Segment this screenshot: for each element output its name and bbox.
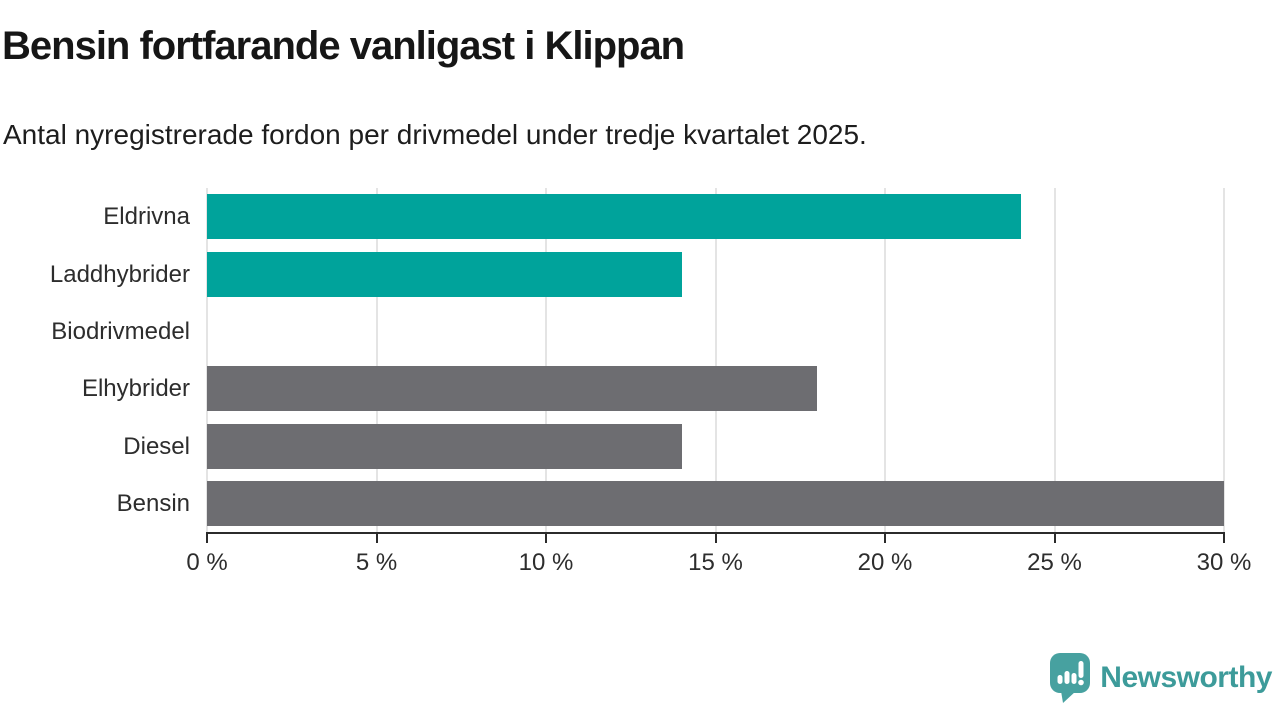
bar-diesel — [207, 423, 682, 469]
newsworthy-logo-text: Newsworthy — [1100, 661, 1272, 694]
x-axis-tick-10 — [545, 534, 547, 543]
bar-elhybrider — [207, 366, 818, 412]
bar-laddhybrider — [207, 251, 682, 297]
chart-subtitle: Antal nyregistrerade fordon per drivmede… — [3, 119, 867, 150]
category-label-biodrivmedel: Biodrivmedel — [51, 317, 190, 345]
bar-bensin — [207, 480, 1224, 526]
x-axis-tick-label-20: 20 % — [857, 549, 913, 576]
x-axis-tick-label-15: 15 % — [688, 549, 743, 576]
gridline-30-percent — [1223, 188, 1225, 532]
chart-title: Bensin fortfarande vanligast i Klippan — [2, 24, 685, 68]
x-axis-tick-label-25: 25 % — [1027, 549, 1082, 576]
category-label-bensin: Bensin — [116, 489, 190, 517]
x-axis-tick-label-30: 30 % — [1196, 549, 1252, 576]
category-label-laddhybrider: Laddhybrider — [49, 260, 190, 288]
x-axis-tick-0 — [206, 534, 208, 543]
x-axis-tick-25 — [1053, 534, 1056, 543]
gridline-5-percent — [375, 188, 378, 532]
gridline-15-percent — [714, 188, 717, 532]
category-label-elhybrider: Elhybrider — [81, 375, 190, 403]
x-axis-tick-label-0: 0 % — [186, 549, 228, 576]
x-axis-tick-label-5: 5 % — [355, 549, 398, 576]
x-axis-tick-30 — [1223, 534, 1225, 543]
gridline-0-percent — [206, 188, 208, 532]
x-axis-tick-15 — [714, 534, 717, 543]
x-axis-tick-5 — [375, 534, 378, 543]
x-axis-line — [206, 532, 1225, 534]
x-axis-tick-20 — [884, 534, 886, 543]
newsworthy-logo: Newsworthy — [1049, 652, 1272, 704]
gridline-20-percent — [884, 188, 886, 532]
x-axis-tick-label-10: 10 % — [518, 549, 574, 576]
gridline-10-percent — [545, 188, 547, 532]
gridline-25-percent — [1053, 188, 1056, 532]
category-label-eldrivna: Eldrivna — [103, 203, 190, 231]
category-label-diesel: Diesel — [123, 432, 190, 460]
newsworthy-logo-icon — [1050, 653, 1091, 703]
bar-eldrivna — [207, 194, 1021, 240]
